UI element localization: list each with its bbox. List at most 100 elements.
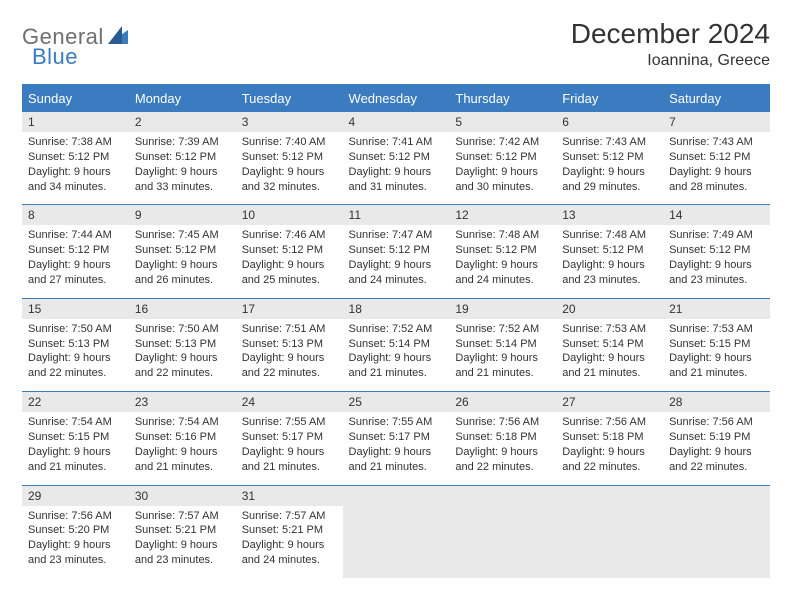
day-header: Saturday (663, 85, 770, 112)
day-header: Monday (129, 85, 236, 112)
day-sunrise: Sunrise: 7:40 AM (242, 135, 337, 150)
day-body-cell: Sunrise: 7:56 AMSunset: 5:20 PMDaylight:… (22, 506, 129, 578)
day-number: 5 (455, 115, 462, 129)
day-sunset: Sunset: 5:17 PM (242, 430, 337, 445)
day-header: Wednesday (343, 85, 450, 112)
day-num-cell: 18 (343, 298, 450, 319)
day-sunset: Sunset: 5:19 PM (669, 430, 764, 445)
day-body-cell: Sunrise: 7:55 AMSunset: 5:17 PMDaylight:… (343, 412, 450, 485)
title-block: December 2024 Ioannina, Greece (571, 18, 770, 70)
day-header: Friday (556, 85, 663, 112)
day-sunset: Sunset: 5:12 PM (28, 243, 123, 258)
day-daylight2: and 31 minutes. (349, 180, 444, 195)
day-sunset: Sunset: 5:12 PM (242, 150, 337, 165)
day-body-cell: Sunrise: 7:53 AMSunset: 5:15 PMDaylight:… (663, 319, 770, 392)
day-sunrise: Sunrise: 7:46 AM (242, 228, 337, 243)
day-sunset: Sunset: 5:12 PM (242, 243, 337, 258)
day-num-cell: 11 (343, 205, 450, 226)
day-daylight1: Daylight: 9 hours (455, 351, 550, 366)
day-sunset: Sunset: 5:21 PM (135, 523, 230, 538)
day-daylight2: and 32 minutes. (242, 180, 337, 195)
day-number: 15 (28, 302, 41, 316)
day-sunset: Sunset: 5:12 PM (455, 243, 550, 258)
day-daylight2: and 23 minutes. (562, 273, 657, 288)
day-body-cell: Sunrise: 7:55 AMSunset: 5:17 PMDaylight:… (236, 412, 343, 485)
day-sunrise: Sunrise: 7:48 AM (562, 228, 657, 243)
day-num-cell: 24 (236, 392, 343, 413)
day-num-cell: 2 (129, 112, 236, 133)
day-daylight1: Daylight: 9 hours (242, 538, 337, 553)
day-body-cell: Sunrise: 7:52 AMSunset: 5:14 PMDaylight:… (343, 319, 450, 392)
day-sunset: Sunset: 5:12 PM (349, 150, 444, 165)
day-num-cell: 7 (663, 112, 770, 133)
day-body-cell: Sunrise: 7:53 AMSunset: 5:14 PMDaylight:… (556, 319, 663, 392)
day-num-cell (663, 485, 770, 506)
day-daylight2: and 33 minutes. (135, 180, 230, 195)
day-number: 20 (562, 302, 575, 316)
calendar-table: SundayMondayTuesdayWednesdayThursdayFrid… (22, 84, 770, 578)
day-num-cell: 28 (663, 392, 770, 413)
day-num-cell: 29 (22, 485, 129, 506)
day-body-cell: Sunrise: 7:48 AMSunset: 5:12 PMDaylight:… (556, 225, 663, 298)
week-body-row: Sunrise: 7:56 AMSunset: 5:20 PMDaylight:… (22, 506, 770, 578)
day-sunrise: Sunrise: 7:42 AM (455, 135, 550, 150)
month-title: December 2024 (571, 18, 770, 50)
day-sunset: Sunset: 5:13 PM (28, 337, 123, 352)
logo-text-blue: Blue (32, 44, 78, 69)
day-body-cell: Sunrise: 7:43 AMSunset: 5:12 PMDaylight:… (556, 132, 663, 205)
week-num-row: 293031 (22, 485, 770, 506)
day-daylight2: and 21 minutes. (349, 366, 444, 381)
day-daylight1: Daylight: 9 hours (669, 165, 764, 180)
day-number: 11 (349, 208, 361, 222)
day-sunset: Sunset: 5:18 PM (562, 430, 657, 445)
day-daylight1: Daylight: 9 hours (135, 445, 230, 460)
day-sunset: Sunset: 5:12 PM (28, 150, 123, 165)
day-daylight2: and 21 minutes. (242, 460, 337, 475)
day-daylight2: and 21 minutes. (135, 460, 230, 475)
day-sunrise: Sunrise: 7:56 AM (28, 509, 123, 524)
day-sunset: Sunset: 5:17 PM (349, 430, 444, 445)
day-number: 14 (669, 208, 682, 222)
day-sunset: Sunset: 5:12 PM (135, 150, 230, 165)
day-sunset: Sunset: 5:20 PM (28, 523, 123, 538)
day-header: Thursday (449, 85, 556, 112)
day-num-cell (556, 485, 663, 506)
day-daylight2: and 26 minutes. (135, 273, 230, 288)
day-body-cell: Sunrise: 7:56 AMSunset: 5:18 PMDaylight:… (556, 412, 663, 485)
day-sunset: Sunset: 5:15 PM (28, 430, 123, 445)
day-daylight1: Daylight: 9 hours (242, 165, 337, 180)
week-num-row: 1234567 (22, 112, 770, 133)
day-number: 4 (349, 115, 356, 129)
day-sunrise: Sunrise: 7:47 AM (349, 228, 444, 243)
day-num-cell: 23 (129, 392, 236, 413)
day-daylight2: and 21 minutes. (28, 460, 123, 475)
day-number: 27 (562, 395, 575, 409)
day-sunrise: Sunrise: 7:56 AM (562, 415, 657, 430)
day-body-cell (556, 506, 663, 578)
day-daylight2: and 24 minutes. (455, 273, 550, 288)
day-daylight2: and 21 minutes. (349, 460, 444, 475)
day-body-cell: Sunrise: 7:54 AMSunset: 5:16 PMDaylight:… (129, 412, 236, 485)
day-body-cell: Sunrise: 7:50 AMSunset: 5:13 PMDaylight:… (129, 319, 236, 392)
day-number: 1 (28, 115, 35, 129)
day-sunrise: Sunrise: 7:56 AM (455, 415, 550, 430)
day-sunrise: Sunrise: 7:53 AM (562, 322, 657, 337)
day-daylight1: Daylight: 9 hours (349, 445, 444, 460)
day-number: 10 (242, 208, 255, 222)
day-num-cell: 1 (22, 112, 129, 133)
day-daylight1: Daylight: 9 hours (28, 538, 123, 553)
day-body-cell: Sunrise: 7:56 AMSunset: 5:19 PMDaylight:… (663, 412, 770, 485)
day-daylight1: Daylight: 9 hours (349, 351, 444, 366)
day-num-cell: 4 (343, 112, 450, 133)
logo-graphic-icon (108, 26, 128, 49)
day-daylight2: and 30 minutes. (455, 180, 550, 195)
day-daylight1: Daylight: 9 hours (562, 445, 657, 460)
day-daylight1: Daylight: 9 hours (455, 445, 550, 460)
day-sunset: Sunset: 5:13 PM (242, 337, 337, 352)
day-sunrise: Sunrise: 7:52 AM (349, 322, 444, 337)
week-num-row: 15161718192021 (22, 298, 770, 319)
day-header: Sunday (22, 85, 129, 112)
day-sunset: Sunset: 5:15 PM (669, 337, 764, 352)
day-sunrise: Sunrise: 7:52 AM (455, 322, 550, 337)
day-sunrise: Sunrise: 7:50 AM (135, 322, 230, 337)
